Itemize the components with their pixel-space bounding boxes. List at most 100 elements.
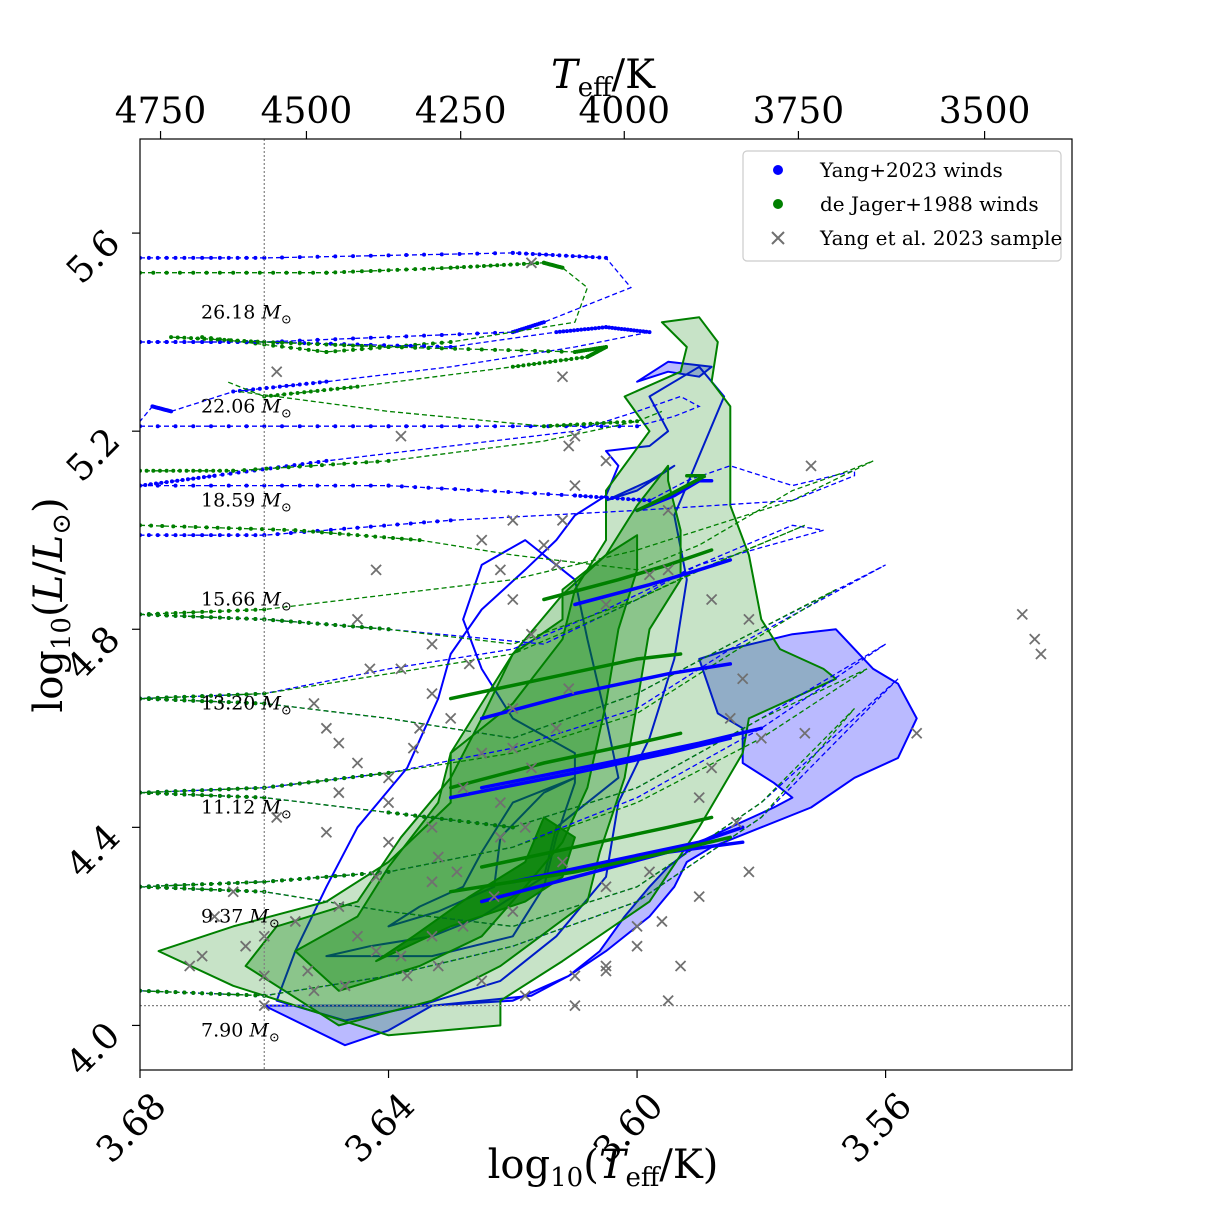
track-dot	[568, 328, 573, 333]
track-dot	[150, 404, 155, 409]
track-dot	[597, 255, 602, 260]
track-dot	[253, 255, 258, 260]
track-dot	[422, 520, 427, 525]
track-dot	[262, 255, 267, 260]
track-dot	[271, 340, 276, 345]
mass-label: 15.66 M⊙	[201, 589, 292, 615]
track-dot	[180, 477, 185, 482]
sample-point	[693, 791, 705, 804]
track-dot	[226, 615, 231, 620]
sample-point	[208, 910, 221, 923]
track-dot	[610, 325, 615, 330]
sample-point	[507, 742, 519, 754]
sample-point	[351, 613, 364, 625]
track-dot	[453, 487, 458, 492]
track-yang-4	[140, 395, 701, 487]
track-dot	[560, 265, 565, 270]
sample-point	[457, 920, 469, 933]
track-dot	[457, 424, 462, 429]
track-dot	[200, 793, 205, 798]
track-dot	[333, 270, 338, 275]
track-dot	[521, 363, 526, 368]
sample-point	[426, 638, 438, 650]
track-dot	[242, 338, 247, 343]
track-dot	[641, 329, 646, 334]
track-dot	[275, 465, 280, 470]
track-dot	[235, 880, 240, 885]
legend-label-sample: Yang et al. 2023 sample	[819, 226, 1062, 250]
track-dot	[368, 268, 373, 273]
track-dot	[295, 390, 300, 395]
sample-point	[600, 960, 612, 972]
track-dot	[628, 328, 633, 333]
track-dot	[182, 340, 187, 345]
track-dot	[257, 270, 262, 275]
track-dot	[561, 423, 566, 428]
track-yang-0	[140, 252, 632, 343]
sample-point	[911, 727, 923, 739]
track-dot	[146, 340, 151, 345]
track-dot	[284, 270, 289, 275]
track-dot	[516, 364, 521, 369]
track-dot	[191, 990, 196, 995]
track-dot	[359, 625, 364, 630]
track-dot	[368, 335, 373, 340]
track-dejager-11	[140, 589, 837, 794]
track-dot	[561, 329, 566, 334]
legend-label-yang: Yang+2023 winds	[819, 158, 1003, 182]
track-dot	[217, 881, 222, 886]
track-dot	[399, 484, 404, 489]
track-dot	[586, 326, 591, 331]
track-dot	[564, 329, 569, 334]
helium-loop-yang-1	[448, 736, 733, 800]
track-dot	[191, 533, 196, 538]
track-dot	[582, 327, 587, 332]
track-dot	[324, 379, 329, 384]
track-dot	[481, 263, 486, 268]
track-dot	[335, 386, 340, 391]
track-dot	[570, 254, 575, 259]
track-dot	[466, 347, 471, 352]
track-dot	[604, 325, 608, 330]
track-dot	[604, 495, 609, 500]
track-dejager-5	[140, 390, 663, 472]
track-dot	[209, 424, 214, 429]
track-dot	[399, 536, 404, 541]
track-dot	[439, 486, 444, 491]
sample-point	[426, 688, 438, 700]
track-dot	[253, 786, 258, 791]
track-dot	[308, 389, 313, 394]
track-dot	[373, 534, 378, 539]
track-dot	[479, 488, 484, 493]
track-dot	[288, 877, 293, 882]
track-dot	[262, 607, 267, 612]
track-dot	[368, 483, 373, 488]
track-dot	[319, 463, 324, 468]
track-dot	[331, 462, 336, 467]
track-dot	[200, 991, 205, 996]
sample-point	[525, 762, 538, 774]
sample-point	[395, 430, 407, 442]
track-dot	[521, 261, 526, 266]
track-dot	[413, 485, 418, 490]
track-dot	[395, 811, 400, 816]
track-dot	[583, 494, 588, 499]
track-dot	[333, 254, 338, 259]
track-dot	[493, 489, 498, 494]
sample-point	[382, 836, 395, 848]
sample-point	[507, 514, 519, 526]
track-dot	[315, 424, 320, 429]
track-dot	[324, 458, 329, 463]
track-dot	[271, 385, 276, 390]
track-dot	[426, 485, 431, 490]
track-dot	[541, 424, 546, 429]
track-dot	[244, 608, 249, 613]
track-dot	[200, 340, 205, 345]
sample-point	[705, 593, 718, 606]
track-dot	[306, 341, 311, 346]
plot-frame	[139, 138, 1073, 1071]
track-dot	[248, 526, 253, 531]
track-dot	[610, 496, 615, 501]
track-dot	[642, 498, 647, 503]
track-dot	[231, 270, 236, 275]
